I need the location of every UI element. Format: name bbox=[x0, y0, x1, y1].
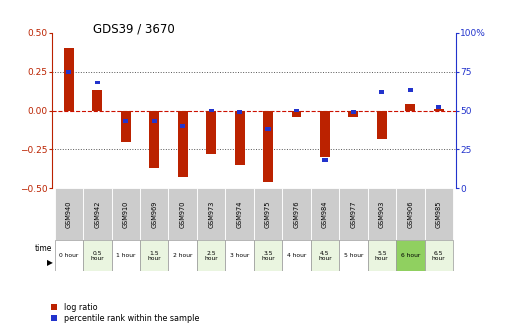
Text: 4.5
hour: 4.5 hour bbox=[318, 250, 332, 261]
Text: time: time bbox=[35, 245, 52, 253]
Bar bbox=[83, 240, 111, 271]
Bar bbox=[282, 188, 311, 240]
Text: 2.5
hour: 2.5 hour bbox=[204, 250, 218, 261]
Bar bbox=[121, 111, 131, 142]
Bar bbox=[254, 188, 282, 240]
Bar bbox=[95, 80, 100, 84]
Text: GSM974: GSM974 bbox=[237, 200, 242, 228]
Text: GSM940: GSM940 bbox=[66, 200, 72, 228]
Bar bbox=[140, 188, 168, 240]
Bar bbox=[349, 111, 358, 117]
Text: 1 hour: 1 hour bbox=[116, 253, 136, 258]
Text: 1.5
hour: 1.5 hour bbox=[147, 250, 161, 261]
Bar bbox=[92, 90, 102, 111]
Bar bbox=[111, 240, 140, 271]
Bar bbox=[66, 70, 71, 74]
Text: ▶: ▶ bbox=[47, 258, 52, 267]
Text: 6 hour: 6 hour bbox=[400, 253, 420, 258]
Bar bbox=[339, 188, 368, 240]
Bar bbox=[64, 48, 74, 111]
Text: GSM903: GSM903 bbox=[379, 201, 385, 228]
Text: GSM984: GSM984 bbox=[322, 200, 328, 228]
Text: GSM976: GSM976 bbox=[294, 200, 299, 228]
Bar bbox=[266, 127, 270, 131]
Bar bbox=[209, 109, 214, 112]
Bar bbox=[197, 240, 225, 271]
Bar bbox=[320, 111, 330, 157]
Text: 2 hour: 2 hour bbox=[173, 253, 192, 258]
Bar bbox=[83, 188, 111, 240]
Bar bbox=[180, 124, 185, 128]
Bar bbox=[339, 240, 368, 271]
Bar bbox=[294, 109, 299, 112]
Bar bbox=[408, 88, 413, 92]
Text: GSM906: GSM906 bbox=[407, 200, 413, 228]
Bar bbox=[237, 110, 242, 114]
Bar bbox=[282, 240, 311, 271]
Bar bbox=[178, 111, 188, 178]
Text: GSM973: GSM973 bbox=[208, 201, 214, 228]
Bar bbox=[123, 119, 128, 123]
Bar bbox=[436, 106, 441, 109]
Legend: log ratio, percentile rank within the sample: log ratio, percentile rank within the sa… bbox=[51, 302, 199, 323]
Bar bbox=[434, 109, 444, 111]
Bar bbox=[425, 188, 453, 240]
Bar bbox=[140, 240, 168, 271]
Text: GSM969: GSM969 bbox=[151, 201, 157, 228]
Bar bbox=[405, 104, 415, 111]
Bar bbox=[111, 188, 140, 240]
Text: 5.5
hour: 5.5 hour bbox=[375, 250, 388, 261]
Text: GSM942: GSM942 bbox=[94, 200, 100, 228]
Bar bbox=[168, 188, 197, 240]
Bar bbox=[377, 111, 387, 139]
Bar bbox=[351, 110, 356, 114]
Text: GSM975: GSM975 bbox=[265, 200, 271, 228]
Bar bbox=[197, 188, 225, 240]
Text: GDS39 / 3670: GDS39 / 3670 bbox=[93, 23, 175, 36]
Bar bbox=[152, 119, 157, 123]
Text: 3.5
hour: 3.5 hour bbox=[261, 250, 275, 261]
Bar bbox=[396, 240, 425, 271]
Bar bbox=[54, 240, 83, 271]
Bar bbox=[311, 188, 339, 240]
Text: 0 hour: 0 hour bbox=[59, 253, 79, 258]
Bar bbox=[368, 240, 396, 271]
Text: 0.5
hour: 0.5 hour bbox=[91, 250, 104, 261]
Bar bbox=[168, 240, 197, 271]
Bar bbox=[54, 188, 83, 240]
Bar bbox=[149, 111, 159, 168]
Bar bbox=[225, 240, 254, 271]
Text: 6.5
hour: 6.5 hour bbox=[432, 250, 445, 261]
Bar bbox=[292, 111, 301, 117]
Text: 4 hour: 4 hour bbox=[287, 253, 306, 258]
Bar bbox=[425, 240, 453, 271]
Bar bbox=[322, 158, 327, 162]
Bar bbox=[396, 188, 425, 240]
Bar bbox=[235, 111, 244, 165]
Text: GSM970: GSM970 bbox=[180, 200, 185, 228]
Bar bbox=[263, 111, 273, 182]
Bar bbox=[225, 188, 254, 240]
Text: GSM985: GSM985 bbox=[436, 200, 442, 228]
Text: GSM910: GSM910 bbox=[123, 201, 129, 228]
Bar bbox=[311, 240, 339, 271]
Bar bbox=[368, 188, 396, 240]
Bar bbox=[206, 111, 216, 154]
Bar bbox=[254, 240, 282, 271]
Text: GSM977: GSM977 bbox=[350, 200, 356, 228]
Text: 5 hour: 5 hour bbox=[343, 253, 363, 258]
Bar bbox=[379, 90, 384, 94]
Text: 3 hour: 3 hour bbox=[230, 253, 249, 258]
